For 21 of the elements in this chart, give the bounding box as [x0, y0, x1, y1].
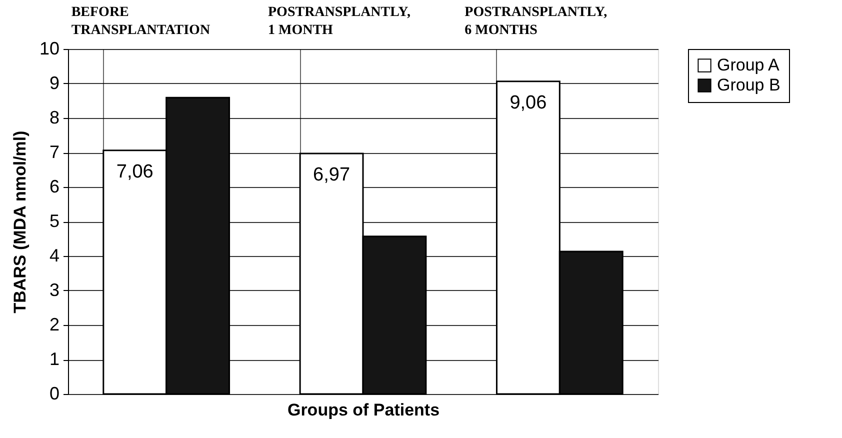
y-tick-label: 0 [49, 384, 60, 404]
y-tick-label: 1 [49, 349, 60, 369]
legend-label: Group B [717, 76, 780, 94]
category-label: POSTRANSPLANTLY, 6 MONTHS [464, 5, 608, 38]
x-axis-title: Groups of Patients [287, 400, 440, 420]
legend-label: Group A [717, 56, 780, 74]
category-label: POSTRANSPLANTLY, 1 MONTH [268, 5, 411, 38]
data-label: 7,06 [116, 161, 154, 182]
y-tick-label: 7 [49, 142, 60, 162]
y-tick-label: 8 [49, 108, 60, 128]
y-tick-label: 9 [49, 73, 60, 93]
data-label: 6,97 [313, 164, 350, 186]
y-tick-label: 4 [49, 246, 60, 266]
y-tick-label: 2 [49, 314, 60, 334]
y-tick-label: 10 [39, 38, 60, 58]
y-tick-label: 3 [49, 280, 60, 300]
data-label: 9,06 [510, 92, 547, 114]
y-tick-label: 6 [49, 176, 60, 196]
y-tick-label: 5 [49, 211, 60, 231]
y-axis-title: TBARS (MDA nmol/ml) [10, 130, 30, 314]
category-label: BEFORE TRANSPLANTATION [71, 5, 210, 38]
